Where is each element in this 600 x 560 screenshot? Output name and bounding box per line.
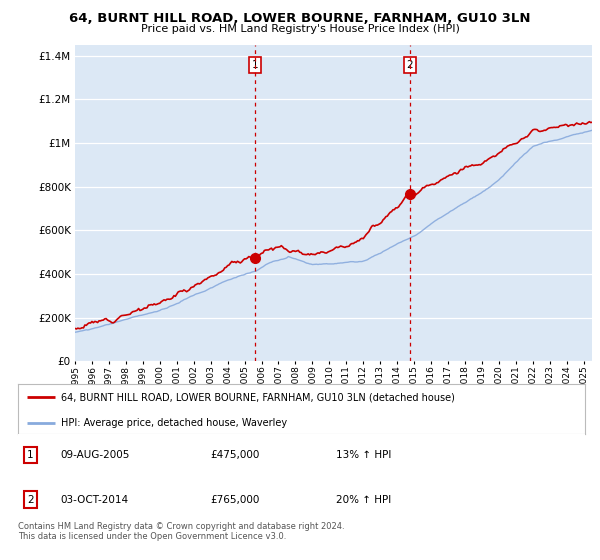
- Text: 1: 1: [27, 450, 34, 460]
- Text: 64, BURNT HILL ROAD, LOWER BOURNE, FARNHAM, GU10 3LN: 64, BURNT HILL ROAD, LOWER BOURNE, FARNH…: [69, 12, 531, 25]
- Text: HPI: Average price, detached house, Waverley: HPI: Average price, detached house, Wave…: [61, 418, 287, 428]
- Text: 1: 1: [252, 60, 259, 70]
- Text: 09-AUG-2005: 09-AUG-2005: [61, 450, 130, 460]
- Text: £475,000: £475,000: [211, 450, 260, 460]
- Text: 03-OCT-2014: 03-OCT-2014: [61, 494, 128, 505]
- Text: 13% ↑ HPI: 13% ↑ HPI: [335, 450, 391, 460]
- Text: Contains HM Land Registry data © Crown copyright and database right 2024.
This d: Contains HM Land Registry data © Crown c…: [18, 522, 344, 542]
- Text: Price paid vs. HM Land Registry's House Price Index (HPI): Price paid vs. HM Land Registry's House …: [140, 24, 460, 34]
- Text: £765,000: £765,000: [211, 494, 260, 505]
- Text: 20% ↑ HPI: 20% ↑ HPI: [335, 494, 391, 505]
- Text: 2: 2: [27, 494, 34, 505]
- Text: 2: 2: [407, 60, 413, 70]
- Text: 64, BURNT HILL ROAD, LOWER BOURNE, FARNHAM, GU10 3LN (detached house): 64, BURNT HILL ROAD, LOWER BOURNE, FARNH…: [61, 392, 454, 402]
